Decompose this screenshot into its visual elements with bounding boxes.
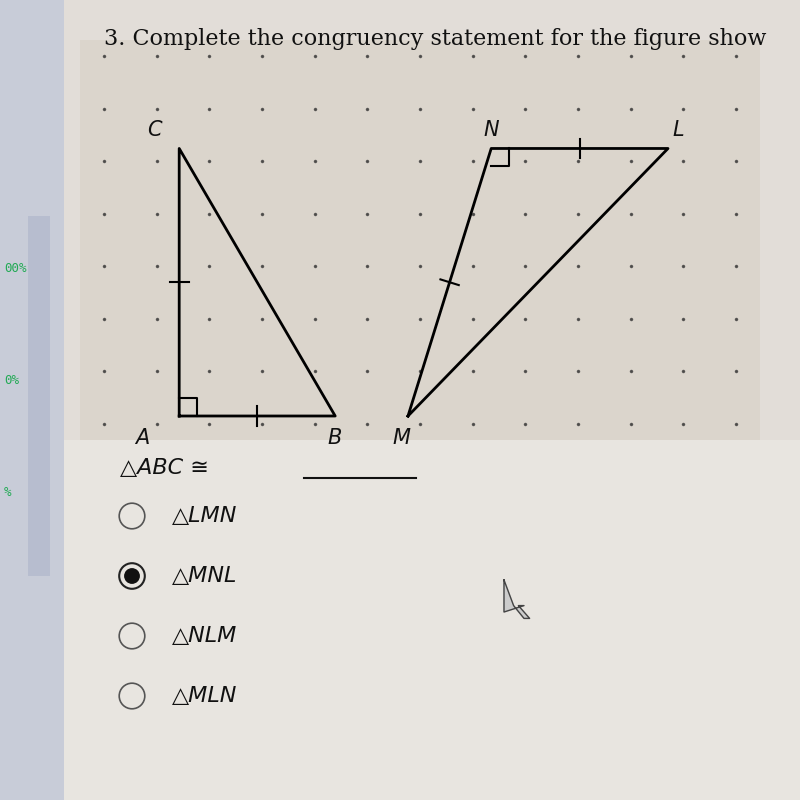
Text: △MNL: △MNL <box>172 566 238 586</box>
Text: L: L <box>672 121 684 141</box>
Text: 00%: 00% <box>4 262 26 274</box>
Text: 0%: 0% <box>4 374 19 386</box>
Text: %: % <box>4 486 11 498</box>
Text: △ABC ≅: △ABC ≅ <box>120 458 216 478</box>
Bar <box>28 216 50 576</box>
Bar <box>64 440 800 800</box>
Text: 3. Complete the congruency statement for the figure show: 3. Complete the congruency statement for… <box>104 28 766 50</box>
Bar <box>0 0 64 800</box>
Bar <box>80 40 760 440</box>
Text: N: N <box>483 121 499 141</box>
Text: B: B <box>327 428 342 448</box>
Text: △MLN: △MLN <box>172 686 238 706</box>
Circle shape <box>125 569 139 583</box>
Text: A: A <box>135 428 150 448</box>
Polygon shape <box>504 580 530 618</box>
Text: △NLM: △NLM <box>172 626 238 646</box>
Text: △LMN: △LMN <box>172 506 238 526</box>
Text: M: M <box>392 428 410 448</box>
Text: C: C <box>147 121 162 141</box>
